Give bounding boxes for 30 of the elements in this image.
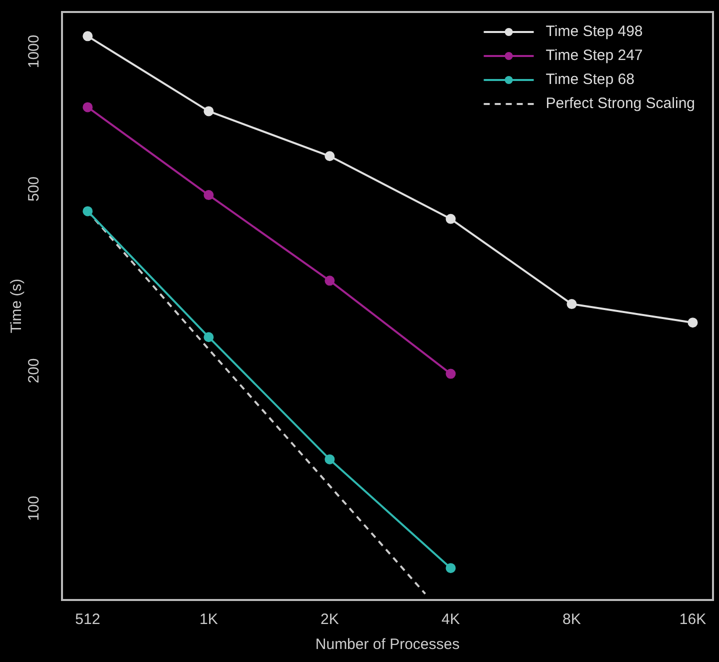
point xyxy=(82,206,93,216)
point xyxy=(446,214,456,224)
x-tick-label: 4K xyxy=(442,611,460,628)
point xyxy=(324,151,335,162)
point xyxy=(82,31,93,42)
legend-label: Perfect Strong Scaling xyxy=(546,95,696,112)
x-tick-label: 1K xyxy=(200,611,218,628)
point xyxy=(688,318,698,328)
x-tick-label: 16K xyxy=(679,611,706,628)
y-tick-label: 500 xyxy=(25,176,42,202)
legend-label: Time Step 68 xyxy=(546,71,634,88)
point xyxy=(446,368,456,379)
point xyxy=(82,102,93,112)
point xyxy=(566,299,577,310)
y-axis-title: Time (s) xyxy=(8,278,26,334)
x-tick-label: 2K xyxy=(320,611,339,628)
point xyxy=(204,190,214,200)
x-tick-label: 8K xyxy=(562,611,581,628)
y-tick-label: 200 xyxy=(25,358,42,384)
y-tick-label: 100 xyxy=(25,496,42,521)
x-tick-label: 512 xyxy=(75,611,100,628)
point xyxy=(204,106,214,116)
legend-label: Time Step 498 xyxy=(546,23,643,40)
point xyxy=(204,332,214,342)
legend-label: Time Step 247 xyxy=(546,47,643,64)
y-tick-label: 1000 xyxy=(25,34,42,68)
point xyxy=(446,563,456,574)
point xyxy=(324,276,335,286)
point xyxy=(324,454,335,464)
x-axis-title: Number of Processes xyxy=(315,636,460,654)
